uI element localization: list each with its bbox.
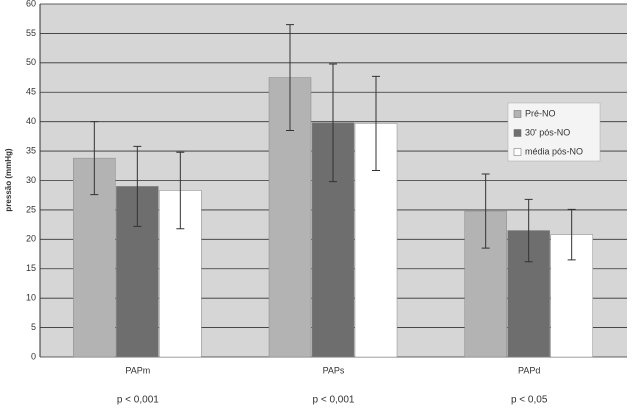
y-tick-label: 50 [26, 57, 36, 67]
legend-swatch [513, 148, 522, 156]
legend-box [507, 102, 601, 162]
annotation: p < 0,001 [313, 395, 355, 406]
x-tick-label: PAPm [125, 365, 150, 375]
error-bar [133, 145, 142, 227]
error-bar [90, 121, 99, 196]
x-tick-label: PAPs [323, 365, 345, 375]
y-tick-label: 25 [26, 204, 36, 214]
y-tick-label: 60 [26, 0, 36, 8]
error-bar [372, 75, 380, 171]
y-tick-label: 30 [26, 175, 36, 185]
annotation: p < 0,001 [117, 395, 159, 406]
y-tick-label: 45 [26, 87, 36, 97]
y-tick-label: 5 [31, 322, 36, 332]
error-bar [176, 151, 185, 230]
y-tick-label: 40 [26, 116, 36, 126]
y-tick-label: 0 [31, 351, 36, 361]
error-bar [286, 24, 294, 131]
annotation: p < 0,05 [511, 395, 548, 406]
error-bar [567, 208, 576, 261]
legend-label: 30' pós-NO [525, 127, 570, 137]
y-axis-label: pressão (mmHg) [4, 148, 13, 211]
error-bar [481, 173, 490, 249]
legend-label: Pré-NO [525, 108, 556, 118]
legend-swatch [513, 129, 522, 137]
error-bar [329, 63, 337, 183]
legend-swatch [513, 110, 522, 118]
legend-label: média pós-NO [525, 146, 583, 156]
error-bar [524, 198, 533, 263]
y-tick-label: 15 [26, 263, 36, 273]
y-tick-label: 55 [26, 28, 36, 38]
x-tick-label: PAPd [518, 365, 540, 375]
y-tick-label: 20 [26, 234, 36, 244]
y-tick-label: 10 [26, 293, 36, 303]
y-tick-label: 35 [26, 145, 36, 155]
